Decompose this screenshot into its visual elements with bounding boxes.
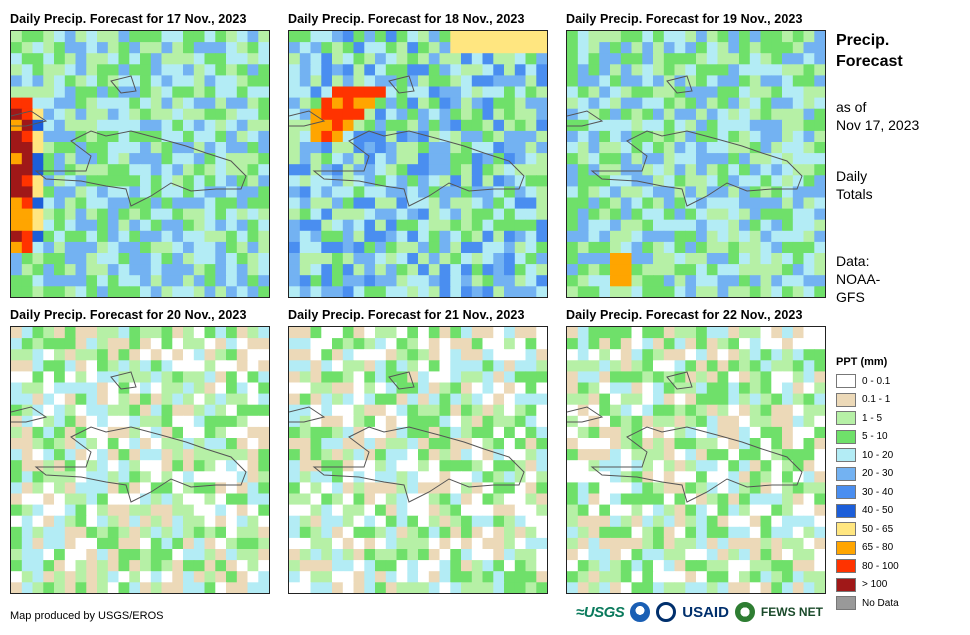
coastline [289, 75, 415, 127]
map-panel-6 [566, 326, 826, 594]
legend-label: 0 - 0.1 [862, 375, 891, 387]
legend-item: 0 - 0.1 [836, 372, 899, 391]
legend-item: 10 - 20 [836, 446, 899, 465]
coastline [312, 426, 525, 503]
daily-totals: Daily Totals [836, 167, 873, 203]
coastline [312, 130, 525, 207]
side-info: Precip. Forecast [836, 30, 903, 72]
panel-title-2: Daily Precip. Forecast for 18 Nov., 2023 [288, 12, 525, 26]
noaa-logo-icon [630, 602, 651, 622]
legend-label: No Data [862, 597, 899, 609]
credit-text: Map produced by USGS/EROS [10, 610, 164, 622]
coastline [289, 371, 415, 423]
fews-globe-icon [734, 602, 755, 622]
coastline [34, 426, 247, 503]
coastline [590, 130, 803, 207]
map-panel-2 [288, 30, 548, 298]
legend-swatch [836, 466, 856, 481]
coastline [34, 130, 247, 207]
panel-title-6: Daily Precip. Forecast for 22 Nov., 2023 [566, 308, 803, 322]
panel-title-1: Daily Precip. Forecast for 17 Nov., 2023 [10, 12, 247, 26]
data-line3: GFS [836, 289, 865, 305]
legend-label: 80 - 100 [862, 560, 899, 572]
legend-swatch [836, 411, 856, 426]
legend-item: 40 - 50 [836, 502, 899, 521]
panel-title-4: Daily Precip. Forecast for 20 Nov., 2023 [10, 308, 247, 322]
legend-swatch [836, 448, 856, 463]
as-of-line1: as of [836, 99, 867, 115]
legend-label: 40 - 50 [862, 505, 894, 517]
legend-label: 0.1 - 1 [862, 394, 891, 406]
legend-label: 10 - 20 [862, 449, 894, 461]
legend-item: 80 - 100 [836, 557, 899, 576]
legend-label: 50 - 65 [862, 523, 894, 535]
panel-title-3: Daily Precip. Forecast for 19 Nov., 2023 [566, 12, 803, 26]
legend-swatch [836, 429, 856, 444]
coastline [567, 75, 693, 127]
legend-item: 20 - 30 [836, 465, 899, 484]
coastline [11, 75, 137, 127]
legend-swatch [836, 392, 856, 407]
legend-item: 65 - 80 [836, 539, 899, 558]
legend-label: 65 - 80 [862, 542, 894, 554]
map-panel-5 [288, 326, 548, 594]
legend-swatch [836, 559, 856, 574]
legend-label: 1 - 5 [862, 412, 883, 424]
data-line2: NOAA- [836, 271, 881, 287]
legend-item: No Data [836, 594, 899, 613]
panel-title-5: Daily Precip. Forecast for 21 Nov., 2023 [288, 308, 525, 322]
legend-label: 30 - 40 [862, 486, 894, 498]
legend-item: 0.1 - 1 [836, 391, 899, 410]
legend-swatch [836, 522, 856, 537]
legend-label: 5 - 10 [862, 431, 888, 443]
legend-label: > 100 [862, 579, 888, 591]
as-of-date: as of Nov 17, 2023 [836, 98, 919, 134]
logo-strip: ≈USGS USAID FEWS NET [576, 602, 823, 622]
usaid-seal-icon [656, 602, 677, 622]
daily-line1: Daily [836, 168, 868, 184]
legend-item: 50 - 65 [836, 520, 899, 539]
usaid-logo: USAID [682, 603, 729, 621]
data-source: Data: NOAA- GFS [836, 252, 880, 306]
fews-net-logo: FEWS NET [760, 605, 823, 619]
map-title-line2: Forecast [836, 53, 903, 70]
legend-title: PPT (mm) [836, 356, 888, 368]
legend-item: 30 - 40 [836, 483, 899, 502]
legend-swatch [836, 374, 856, 389]
map-panel-1 [10, 30, 270, 298]
legend: PPT (mm) 0 - 0.1 0.1 - 1 1 - 5 5 - 10 10 - 2… [836, 356, 899, 613]
legend-item: 5 - 10 [836, 428, 899, 447]
coastline [590, 426, 803, 503]
daily-line2: Totals [836, 186, 873, 202]
map-title-line1: Precip. [836, 32, 890, 49]
legend-label: 20 - 30 [862, 468, 894, 480]
as-of-line2: Nov 17, 2023 [836, 117, 920, 133]
legend-item: > 100 [836, 576, 899, 595]
legend-swatch [836, 577, 856, 592]
map-panel-4 [10, 326, 270, 594]
data-line1: Data: [836, 253, 870, 269]
legend-swatch [836, 540, 856, 555]
legend-swatch [836, 596, 856, 611]
usgs-logo: ≈USGS [576, 603, 625, 621]
legend-item: 1 - 5 [836, 409, 899, 428]
coastline [11, 371, 137, 423]
legend-swatch [836, 485, 856, 500]
map-panel-3 [566, 30, 826, 298]
legend-swatch [836, 503, 856, 518]
coastline [567, 371, 693, 423]
